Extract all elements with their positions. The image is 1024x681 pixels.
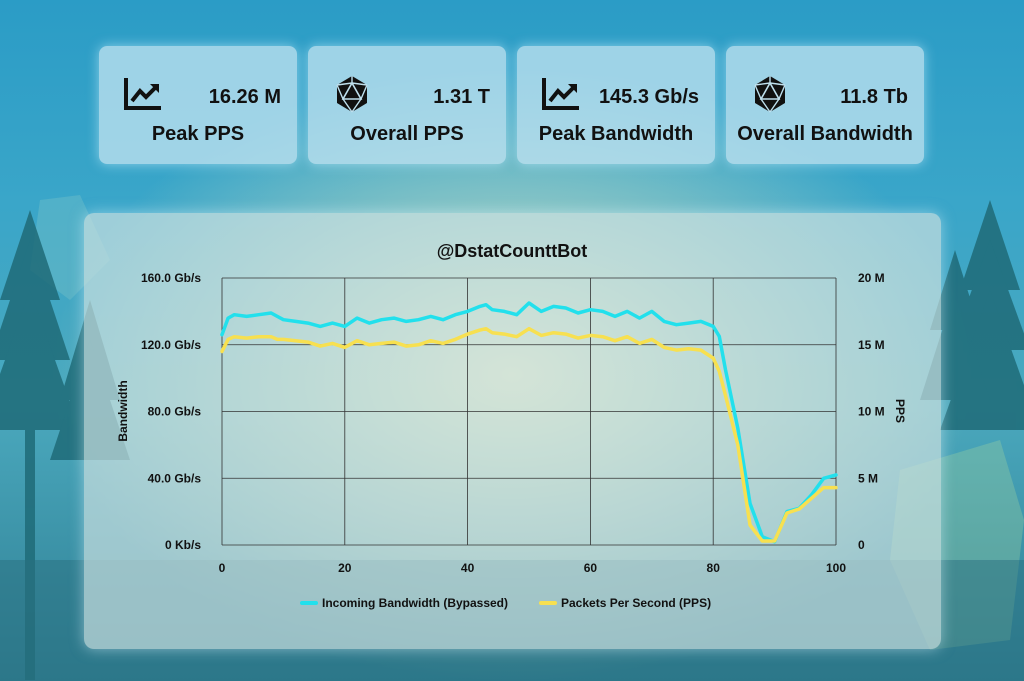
y2-tick-label: 10 M — [858, 405, 885, 419]
y2-tick-label: 15 M — [858, 338, 885, 352]
x-tick-label: 0 — [219, 561, 226, 575]
stat-value: 16.26 M — [208, 86, 281, 108]
y2-axis-title: PPS — [893, 399, 907, 423]
stat-label: Peak Bandwidth — [538, 123, 694, 145]
polyhedron-icon — [754, 76, 786, 113]
y-tick-label: 40.0 Gb/s — [148, 471, 202, 485]
chart-title: @DstatCounttBot — [437, 241, 588, 261]
y-axis-ticks: 0 Kb/s 40.0 Gb/s 80.0 Gb/s 120.0 Gb/s 160.0 … — [141, 271, 201, 552]
y-axis-title: Bandwidth — [116, 380, 130, 441]
stat-card-peak-bandwidth: 145.3 Gb/s Peak Bandwidth — [517, 46, 715, 164]
x-axis-ticks: 0 20 40 60 80 100 — [219, 561, 847, 575]
y-tick-label: 160.0 Gb/s — [141, 271, 201, 285]
y-tick-label: 80.0 Gb/s — [148, 405, 202, 419]
y2-tick-label: 20 M — [858, 271, 885, 285]
stat-value: 11.8 Tb — [840, 86, 908, 108]
x-tick-label: 60 — [584, 561, 598, 575]
stat-card-overall-pps: 1.31 T Overall PPS — [308, 46, 506, 164]
chart-panel — [84, 213, 941, 649]
chart-series — [220, 301, 838, 544]
x-tick-label: 40 — [461, 561, 475, 575]
y2-tick-label: 0 — [858, 538, 865, 552]
polyhedron-icon — [336, 76, 368, 113]
x-tick-label: 20 — [338, 561, 352, 575]
y-tick-label: 120.0 Gb/s — [141, 338, 201, 352]
chart-grid — [221, 277, 837, 546]
stat-card-overall-bandwidth: 11.8 Tb Overall Bandwidth — [726, 46, 924, 164]
stat-value: 145.3 Gb/s — [598, 86, 699, 108]
stat-label: Overall PPS — [350, 123, 464, 145]
legend-label: Packets Per Second (PPS) — [561, 596, 711, 610]
chart-line-icon — [124, 78, 161, 110]
bandwidth-series-line — [220, 301, 838, 544]
y2-tick-label: 5 M — [858, 471, 878, 485]
x-tick-label: 100 — [826, 561, 846, 575]
stat-value: 1.31 T — [433, 86, 490, 108]
y-tick-label: 0 Kb/s — [165, 538, 201, 552]
y2-axis-ticks: 0 5 M 10 M 15 M 20 M — [858, 271, 885, 552]
legend-label: Incoming Bandwidth (Bypassed) — [322, 596, 508, 610]
chart-legend: Incoming Bandwidth (Bypassed) Packets Per… — [300, 596, 711, 610]
x-tick-label: 80 — [707, 561, 721, 575]
chart-line-icon — [542, 78, 579, 110]
stat-card-peak-pps: 16.26 M Peak PPS — [99, 46, 297, 164]
stat-label: Overall Bandwidth — [737, 123, 913, 145]
pps-series-line — [220, 326, 838, 543]
stat-label: Peak PPS — [151, 123, 245, 145]
